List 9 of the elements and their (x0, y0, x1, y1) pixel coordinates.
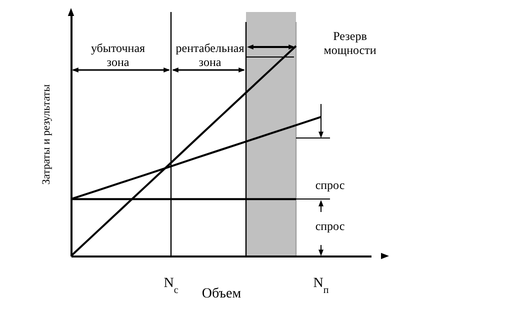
x-tick-label: N$_{п}$ (313, 276, 330, 296)
annotation: спрос (315, 219, 345, 233)
annotation: Резерв мощности (324, 29, 377, 57)
annotation: убыточная зона (90, 41, 146, 69)
y-axis-title: Затраты и результаты (40, 84, 52, 185)
annotation: рентабельная зона (176, 41, 245, 69)
annotation: спрос (315, 178, 345, 192)
x-axis-title: Объем (202, 286, 242, 302)
x-tick-label: N$_{с}$ (164, 276, 179, 296)
